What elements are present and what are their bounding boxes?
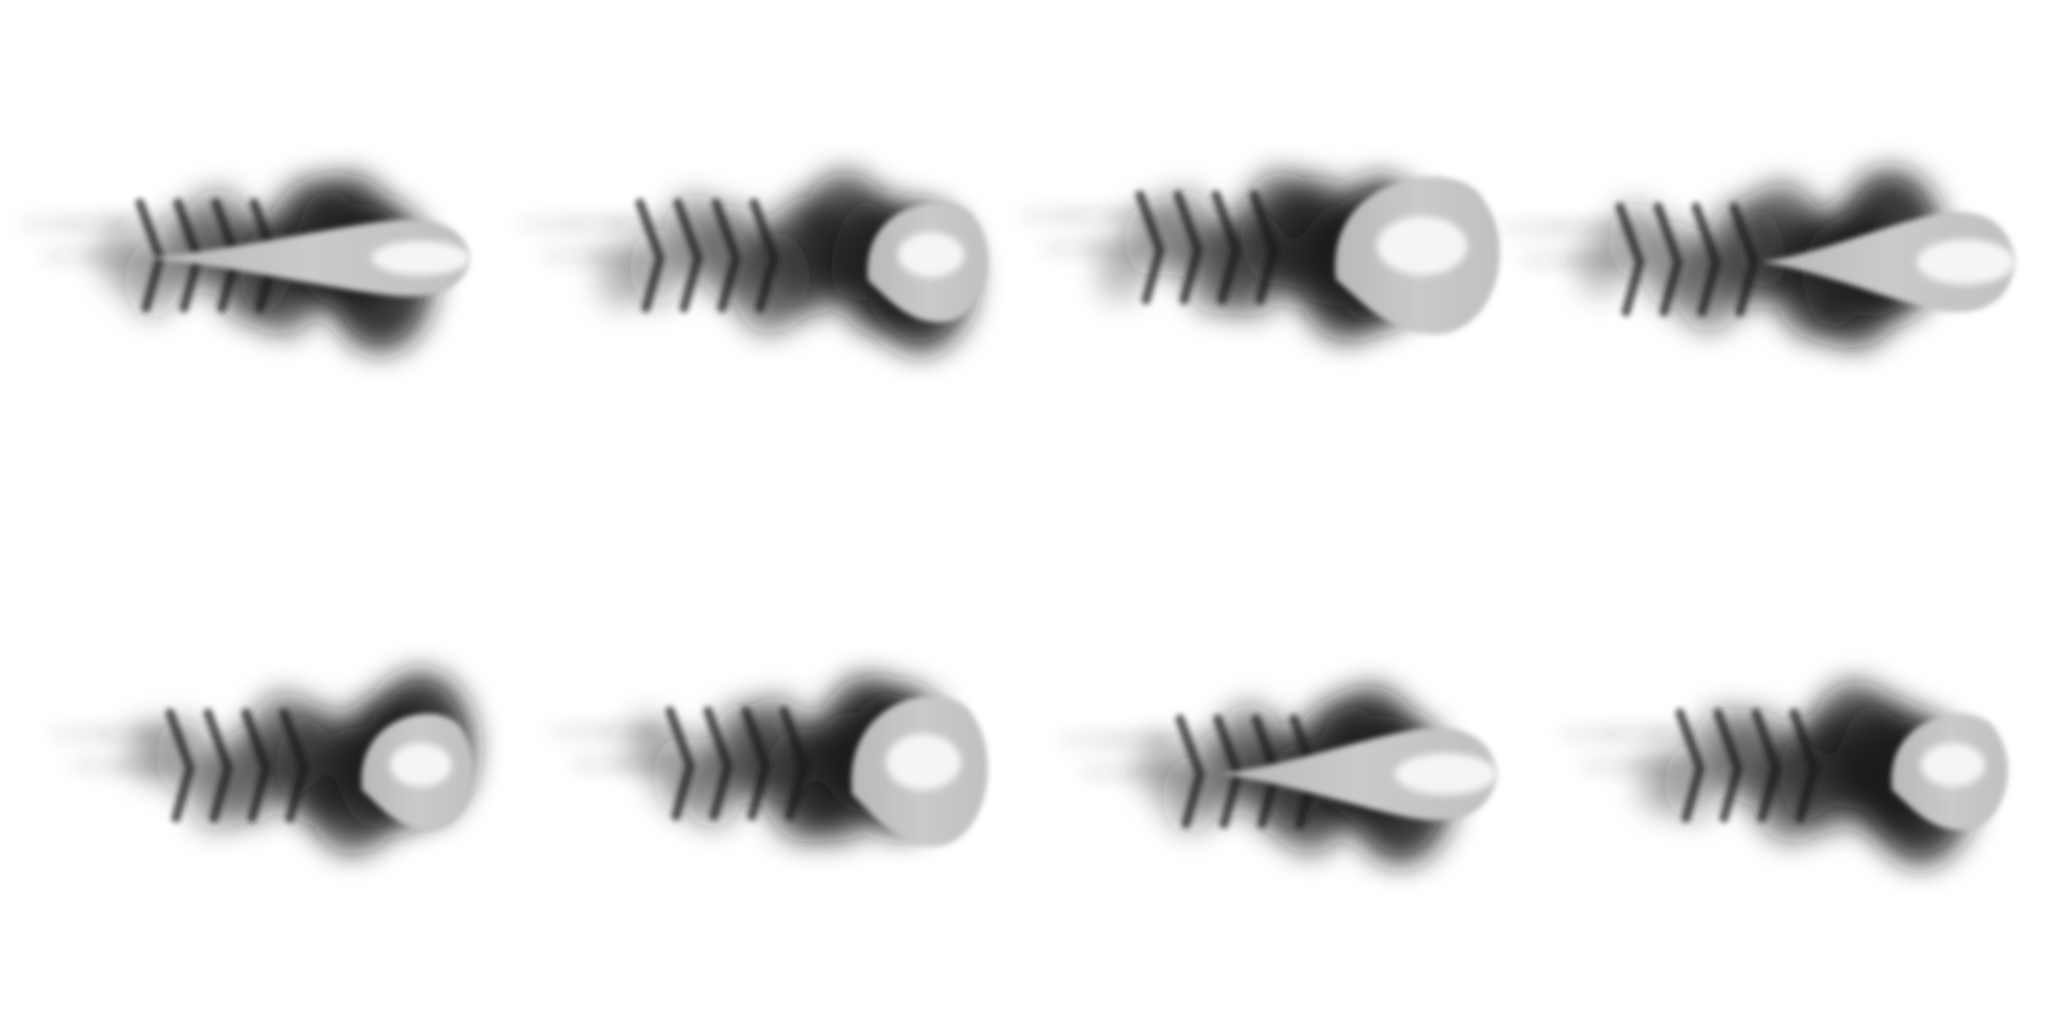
smoke-streaks	[665, 706, 809, 821]
fireball-head	[1891, 713, 2008, 831]
smoke-frame-7	[1056, 686, 1497, 865]
smoke-frame-1	[16, 174, 471, 352]
smoke-frame-6	[546, 675, 988, 847]
fireball-head	[851, 695, 988, 847]
fireball-head	[1762, 211, 2016, 313]
smoke-frame-4	[1496, 169, 2016, 348]
smoke-streaks	[635, 198, 779, 313]
smoke-frame-5	[46, 672, 474, 855]
smoke-frame-8	[1556, 681, 2008, 865]
smoke-streaks	[1615, 202, 1759, 317]
smoke-wisp-trail	[1556, 727, 1712, 773]
smoke-streaks	[1135, 190, 1279, 305]
fireball-head	[867, 201, 988, 323]
smoke-streaks	[165, 708, 309, 823]
fireball-head	[1220, 727, 1497, 821]
smoke-streaks	[1675, 708, 1819, 823]
smoke-frame-2	[516, 172, 988, 353]
fireball-head	[147, 219, 471, 297]
fireball-head	[361, 713, 474, 831]
fireball-head	[1335, 176, 1500, 335]
smoke-frame-3	[1016, 171, 1500, 342]
